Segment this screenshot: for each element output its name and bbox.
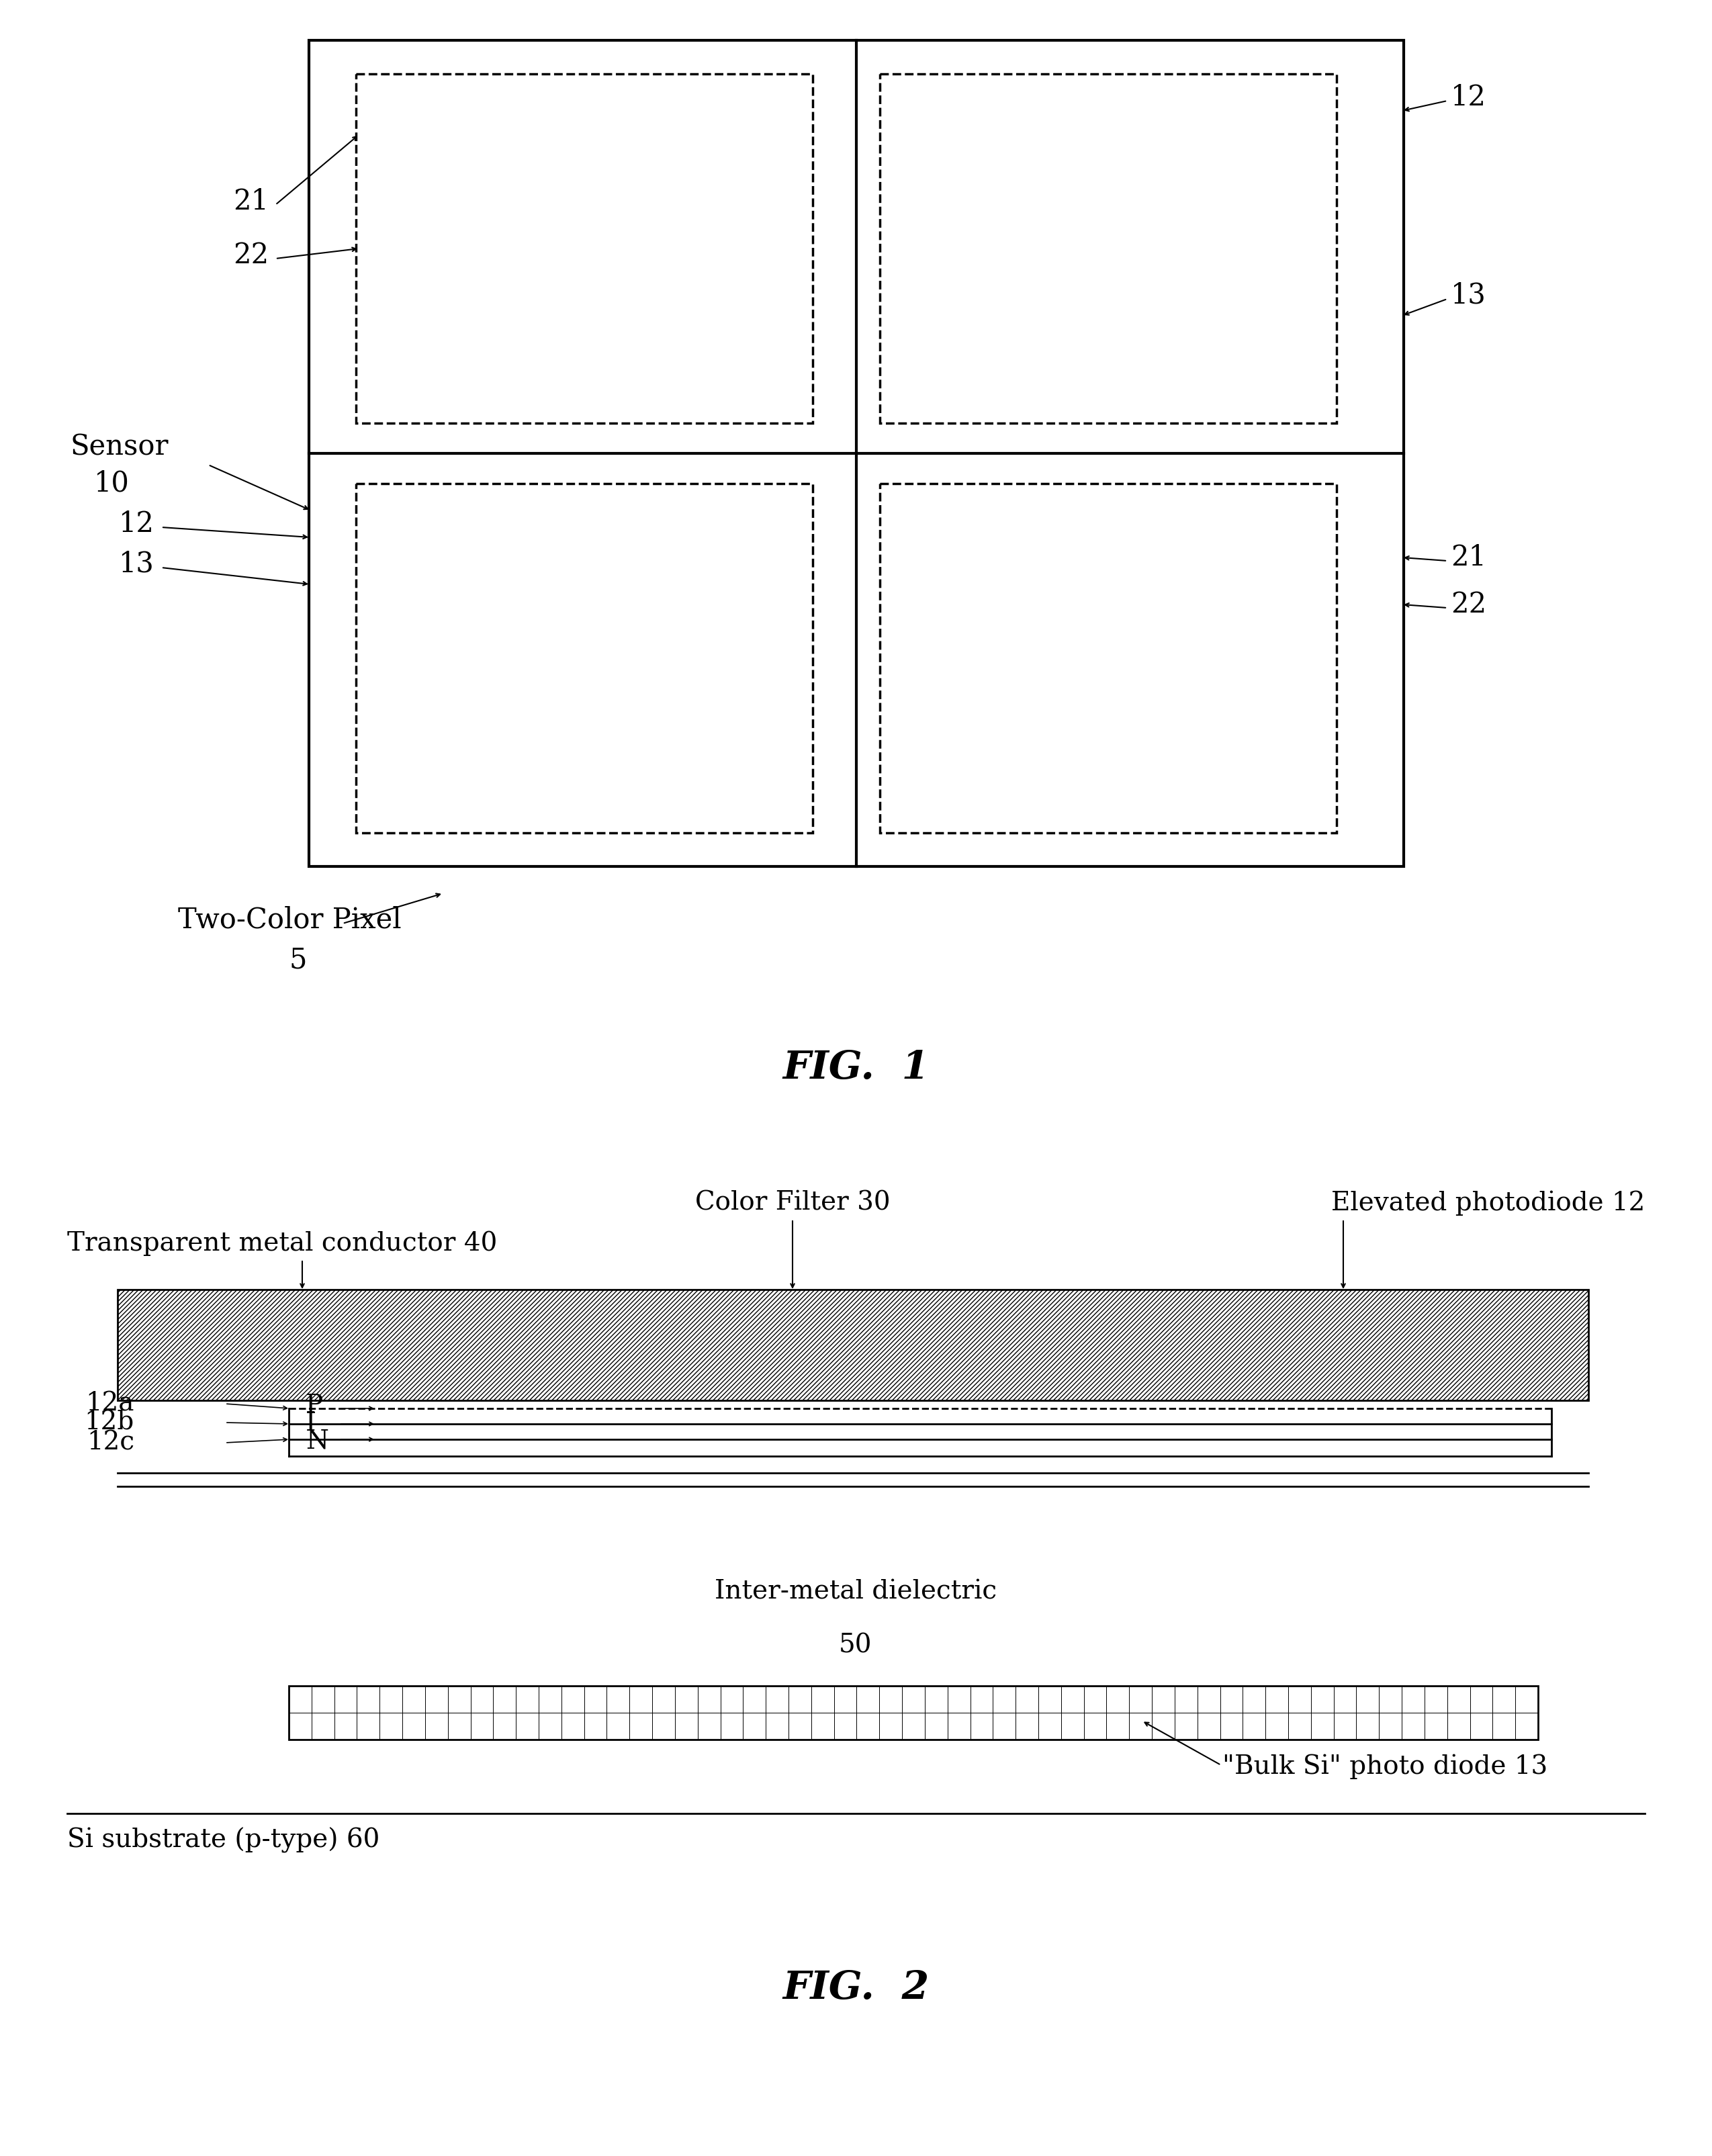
Text: I: I [306,1412,317,1436]
Bar [289,1686,1537,1740]
Text: 12: 12 [1450,84,1486,112]
Text: P: P [306,1395,324,1419]
Text: Transparent metal conductor 40: Transparent metal conductor 40 [67,1231,496,1257]
Text: Elevated photodiode 12: Elevated photodiode 12 [1330,1190,1645,1216]
Bar [356,73,813,423]
Text: 12b: 12b [84,1410,134,1436]
Text: Si substrate (p-type) 60: Si substrate (p-type) 60 [67,1828,380,1854]
Text: Color Filter 30: Color Filter 30 [695,1190,890,1216]
Text: FIG.  2: FIG. 2 [782,1968,930,2007]
Text: 13: 13 [1450,282,1486,310]
Text: 12c: 12c [87,1429,134,1455]
Bar [880,483,1337,832]
Bar [118,1289,1589,1401]
Text: N: N [306,1429,329,1453]
Text: 13: 13 [118,550,154,578]
Text: 22: 22 [1450,591,1486,619]
Text: Sensor: Sensor [70,433,169,461]
Bar [356,483,813,832]
Text: 50: 50 [839,1632,873,1658]
Bar [880,73,1337,423]
Text: 12: 12 [118,509,154,539]
Text: 5: 5 [289,946,306,975]
Text: 12a: 12a [86,1391,134,1416]
Text: 21: 21 [233,188,269,216]
Bar [308,41,1404,867]
Text: FIG.  1: FIG. 1 [782,1050,930,1087]
Text: 10: 10 [94,470,130,498]
Text: 21: 21 [1450,543,1486,571]
Text: "Bulk Si" photo diode 13: "Bulk Si" photo diode 13 [1222,1753,1548,1779]
Text: 22: 22 [233,241,269,270]
Text: Inter-metal dielectric: Inter-metal dielectric [714,1580,996,1604]
Text: Two-Color Pixel: Two-Color Pixel [178,906,401,934]
